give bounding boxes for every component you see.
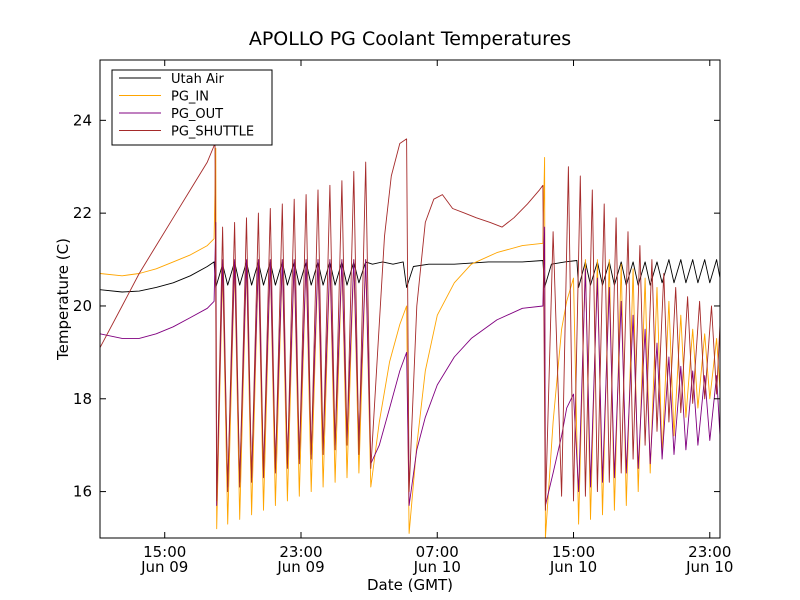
x-tick-label-time: 15:00 [143,543,186,561]
series-line-utah-air [100,259,720,293]
x-tick-label-time: 07:00 [416,543,459,561]
y-tick-label: 16 [73,483,92,501]
series-layer [100,138,720,538]
legend-label-pg-in: PG_IN [171,90,209,105]
legend-label-pg-out: PG_OUT [171,107,223,122]
y-tick-label: 18 [73,390,92,408]
y-axis: 16 18 20 22 24 [73,111,720,501]
y-axis-label: Temperature (C) [54,238,72,361]
legend: Utah Air PG_IN PG_OUT PG_SHUTTLE [111,69,273,146]
series-line-pg-shuttle [100,138,720,511]
chart-title: APOLLO PG Coolant Temperatures [249,28,571,50]
x-axis-label: Date (GMT) [367,576,453,594]
plot-frame [99,59,721,539]
x-tick-label-date: Jun 10 [685,558,733,576]
y-tick-label: 22 [73,204,92,222]
x-tick-label-time: 15:00 [552,543,595,561]
x-tick-label-date: Jun 10 [413,558,461,576]
x-tick-label-date: Jun 09 [276,558,324,576]
y-tick-label: 24 [73,111,92,129]
y-tick-label: 20 [73,297,92,315]
legend-label-utah-air: Utah Air [171,72,224,87]
x-tick-label-date: Jun 09 [140,558,188,576]
legend-box [111,69,273,146]
x-tick-label-time: 23:00 [688,543,731,561]
legend-label-pg-shuttle: PG_SHUTTLE [171,125,254,140]
x-tick-label-time: 23:00 [279,543,322,561]
x-tick-label-date: Jun 10 [549,558,597,576]
